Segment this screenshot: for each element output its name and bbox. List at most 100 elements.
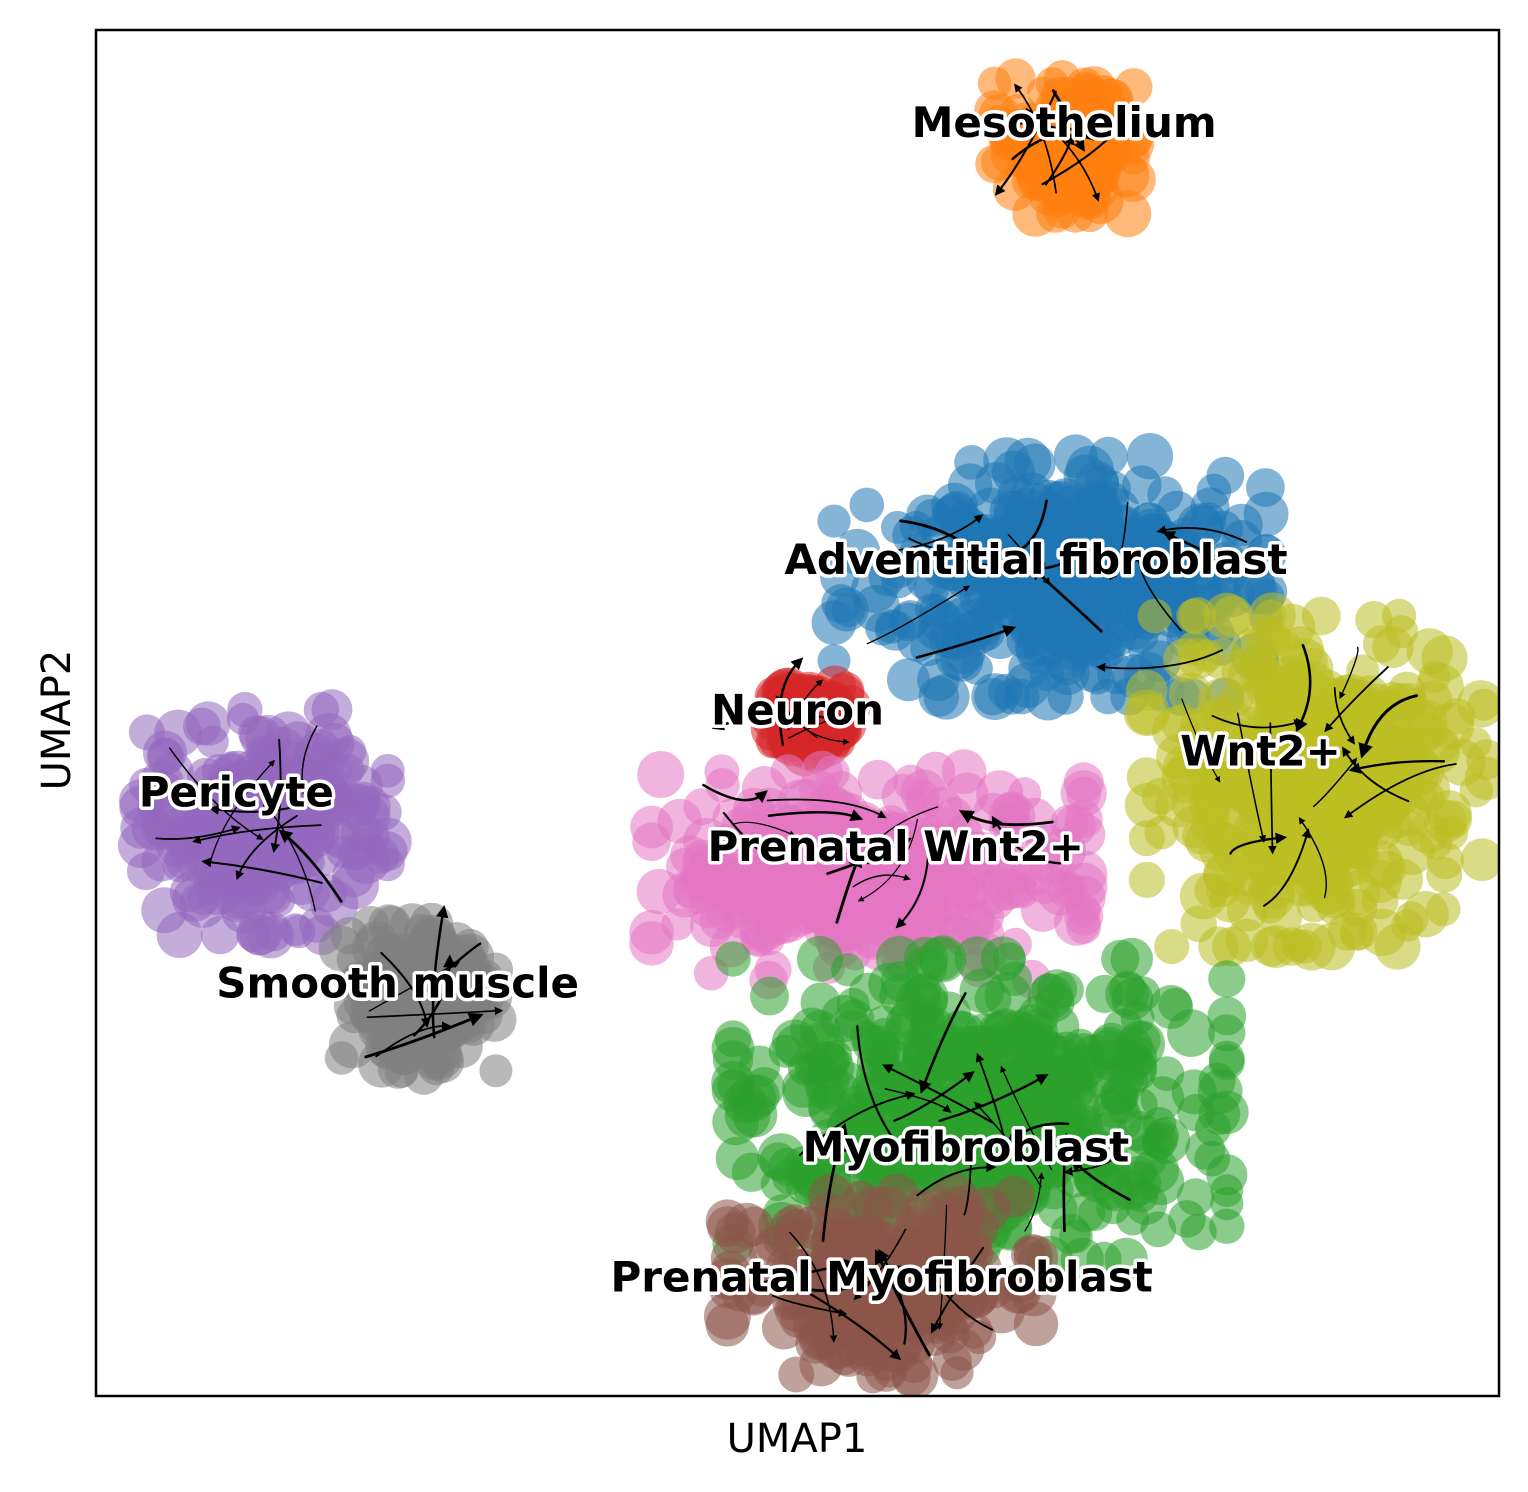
cell-point xyxy=(1459,773,1494,808)
cluster-label-myofibroblast: Myofibroblast xyxy=(803,1123,1130,1172)
cell-point xyxy=(1467,688,1499,721)
cell-point xyxy=(352,905,390,944)
cell-point xyxy=(1064,896,1104,936)
cell-point xyxy=(1301,596,1341,636)
velocity-streamline xyxy=(884,1088,952,1113)
velocity-streamline xyxy=(1343,763,1457,819)
velocity-streamline xyxy=(278,829,343,903)
velocity-streamline xyxy=(958,810,1054,827)
cell-point xyxy=(980,936,1026,982)
cell-point xyxy=(848,860,889,902)
cell-point xyxy=(1128,861,1165,899)
velocity-streamline xyxy=(772,1294,848,1317)
cell-point xyxy=(1066,579,1107,620)
velocity-streamline xyxy=(938,1073,1049,1122)
velocity-streamline xyxy=(380,951,431,1029)
cell-point xyxy=(398,931,443,975)
cell-point xyxy=(1033,1060,1079,1106)
cell-point xyxy=(1248,534,1284,570)
velocity-streamline xyxy=(711,713,835,731)
velocity-streamline xyxy=(882,1064,994,1124)
cell-point xyxy=(940,1356,974,1390)
cell-point xyxy=(893,1322,935,1365)
velocity-streamline xyxy=(862,555,1000,570)
velocity-streamline xyxy=(1211,714,1303,729)
cluster-label-adventitial-fibroblast: Adventitial fibroblast xyxy=(784,535,1287,584)
cell-point xyxy=(1277,626,1324,673)
cluster-points-smooth-muscle xyxy=(318,902,517,1095)
cell-point xyxy=(1267,797,1312,842)
cell-point xyxy=(750,976,789,1016)
cell-point xyxy=(865,1005,902,1042)
cell-point xyxy=(978,94,1020,136)
velocity-streamline xyxy=(702,783,768,804)
cluster-points-pericyte xyxy=(117,689,412,959)
velocity-streamline xyxy=(262,800,316,912)
cell-point xyxy=(1014,626,1055,667)
cell-point xyxy=(1066,776,1101,812)
velocity-streamline xyxy=(169,747,264,840)
cell-point xyxy=(1421,635,1468,682)
cell-point xyxy=(773,858,820,904)
cell-point xyxy=(921,787,963,829)
cell-point xyxy=(472,997,517,1042)
cell-point xyxy=(950,1233,994,1276)
velocity-streamline xyxy=(364,1012,484,1059)
cell-point xyxy=(986,1068,1033,1115)
velocity-streamline xyxy=(835,852,863,924)
velocity-streamline xyxy=(299,725,318,795)
velocity-streamline xyxy=(963,1141,977,1216)
cell-point xyxy=(1412,781,1446,814)
cell-point xyxy=(1208,960,1246,998)
velocity-streamline xyxy=(1295,644,1312,733)
cell-point xyxy=(1375,681,1412,719)
velocity-streamline xyxy=(1134,553,1182,632)
cluster-label-prenatal-wnt2-: Prenatal Wnt2+ xyxy=(708,822,1084,871)
velocity-streamline xyxy=(1229,832,1288,855)
cluster-label-prenatal-myofibroblast: Prenatal Myofibroblast xyxy=(611,1252,1153,1301)
velocity-streamline xyxy=(788,709,857,739)
cell-point xyxy=(1385,615,1419,649)
cell-point xyxy=(1194,1140,1231,1177)
cell-point xyxy=(1243,491,1289,537)
velocity-streamline xyxy=(1109,501,1129,581)
velocity-streamline xyxy=(991,815,1062,865)
velocity-streamline xyxy=(908,537,970,558)
velocity-streamline xyxy=(1063,1155,1119,1176)
cell-point xyxy=(1208,1040,1245,1077)
cell-point xyxy=(705,1303,750,1347)
cell-point xyxy=(1205,552,1248,595)
cell-point xyxy=(1154,929,1190,965)
velocity-streamline xyxy=(1018,122,1085,152)
cell-point xyxy=(666,848,703,885)
cell-point xyxy=(1064,800,1103,839)
cell-point xyxy=(811,600,857,646)
cell-point xyxy=(1426,842,1464,880)
cell-point xyxy=(1117,1110,1158,1152)
velocity-streamline xyxy=(789,1231,838,1343)
cell-point xyxy=(1029,656,1065,692)
cell-point xyxy=(1262,842,1308,888)
cell-point xyxy=(977,66,1012,101)
velocity-streamline xyxy=(893,1071,975,1122)
cell-point xyxy=(809,1045,855,1091)
cell-point xyxy=(1207,996,1247,1036)
cell-point xyxy=(768,1034,802,1068)
velocity-streamline xyxy=(1096,649,1224,672)
cell-point xyxy=(1012,125,1056,169)
cell-point xyxy=(1386,735,1427,777)
cell-point xyxy=(1104,190,1152,238)
velocity-streamline xyxy=(413,954,457,1037)
velocity-streamline xyxy=(733,821,796,837)
velocity-streamline xyxy=(798,1090,916,1156)
cell-point xyxy=(365,1023,411,1069)
velocity-streamline xyxy=(927,1267,994,1331)
cell-point xyxy=(449,945,490,985)
cell-point xyxy=(920,1126,959,1165)
cell-point xyxy=(231,847,265,881)
velocity-streamline xyxy=(1181,698,1221,783)
velocity-streamline xyxy=(1339,646,1359,700)
velocity-streamline xyxy=(722,811,772,860)
cell-point xyxy=(1043,60,1081,97)
cell-point xyxy=(1374,923,1421,970)
